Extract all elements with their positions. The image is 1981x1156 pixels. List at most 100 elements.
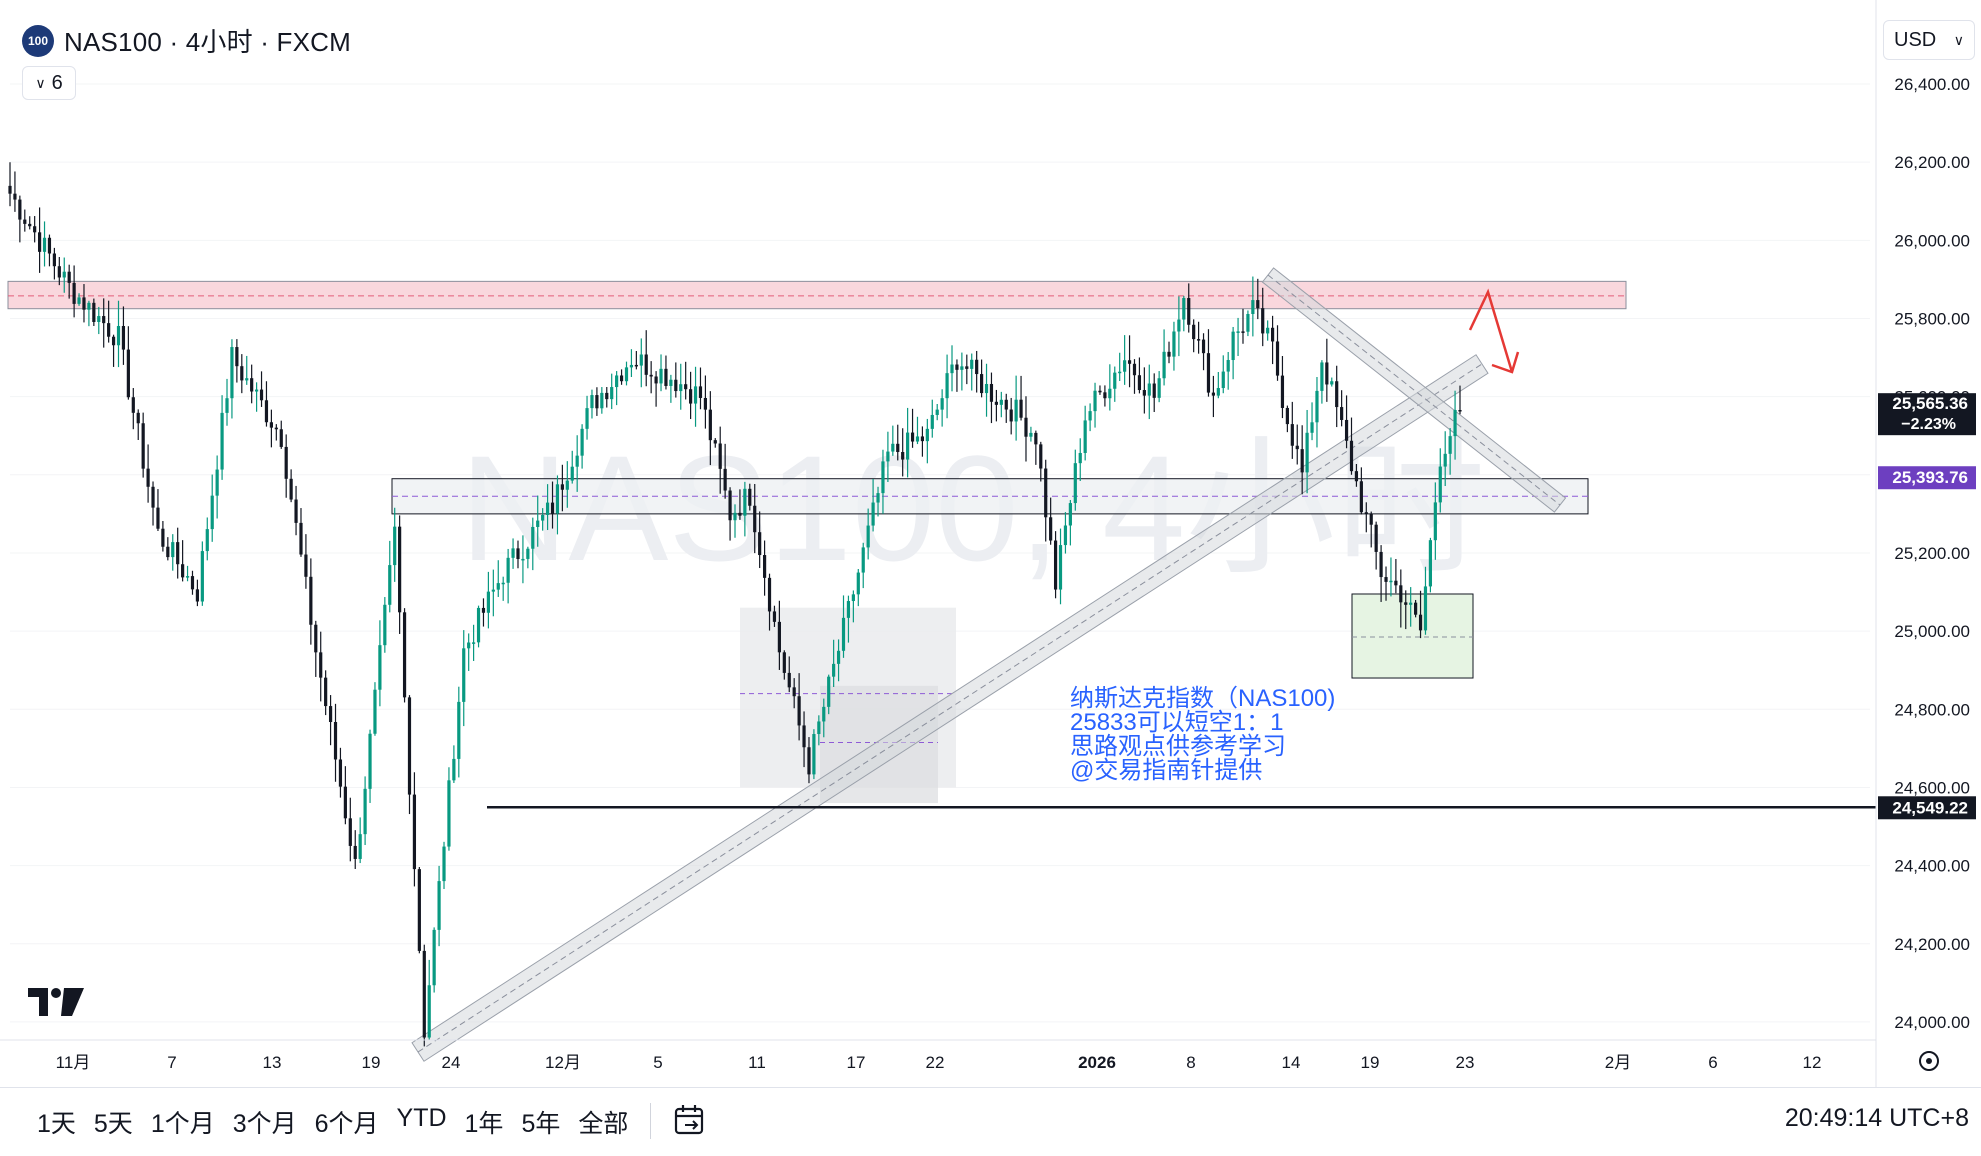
candle bbox=[1192, 319, 1196, 353]
candle bbox=[915, 416, 920, 445]
candle bbox=[1448, 428, 1452, 475]
candle bbox=[807, 737, 811, 784]
candle bbox=[141, 412, 145, 478]
candle bbox=[580, 424, 584, 469]
candle bbox=[575, 435, 579, 492]
candle bbox=[284, 434, 288, 498]
candle bbox=[1394, 558, 1398, 594]
candle bbox=[802, 711, 806, 768]
candle bbox=[1108, 364, 1112, 411]
range-1m[interactable]: 1个月 bbox=[150, 1110, 215, 1138]
indicator-count: 6 bbox=[51, 71, 63, 94]
candle bbox=[743, 481, 747, 537]
candle bbox=[417, 866, 421, 954]
currency-select[interactable]: USD ∨ bbox=[1883, 20, 1975, 60]
candle bbox=[787, 656, 791, 693]
price-tick: 26,000.00 bbox=[1894, 231, 1970, 250]
candle bbox=[1280, 356, 1285, 419]
candle bbox=[1369, 511, 1373, 548]
candle bbox=[215, 455, 219, 519]
candle bbox=[472, 624, 476, 661]
candle bbox=[772, 605, 777, 627]
candle bbox=[87, 300, 91, 327]
candle bbox=[1344, 395, 1349, 449]
candle bbox=[1221, 355, 1225, 394]
candle bbox=[348, 797, 352, 862]
candle bbox=[166, 537, 170, 561]
price-chart[interactable]: NAS100, 4小时 纳斯达克指数（NAS100)25833可以短空1：1思路… bbox=[0, 0, 1981, 1087]
candle bbox=[970, 353, 974, 391]
clock-timezone[interactable]: 20:49:14 UTC+8 bbox=[1784, 1104, 1969, 1132]
time-tick: 13 bbox=[263, 1053, 282, 1072]
candle bbox=[1241, 308, 1245, 344]
candle bbox=[713, 438, 717, 448]
range-5d[interactable]: 5天 bbox=[93, 1110, 133, 1138]
settings-gear-icon[interactable] bbox=[1919, 1051, 1939, 1071]
candle bbox=[1236, 317, 1240, 356]
range-1d[interactable]: 1天 bbox=[37, 1110, 76, 1138]
candle bbox=[181, 540, 185, 582]
candle bbox=[1364, 502, 1368, 533]
candle bbox=[254, 382, 259, 412]
candle bbox=[1340, 390, 1344, 427]
candle bbox=[856, 569, 860, 607]
candle bbox=[1216, 371, 1220, 399]
candle bbox=[1147, 364, 1151, 420]
candle bbox=[447, 767, 451, 851]
candle bbox=[1123, 335, 1127, 385]
price-tick: 24,400.00 bbox=[1894, 857, 1970, 876]
range-1y[interactable]: 1年 bbox=[464, 1110, 504, 1138]
symbol-title[interactable]: NAS100 · 4小时 · FXCM bbox=[64, 27, 351, 57]
annotation-line: 25833可以短空1：1 bbox=[1070, 709, 1283, 736]
time-tick: 2026 bbox=[1078, 1053, 1116, 1072]
symbol-header[interactable]: 100 NAS100 · 4小时 · FXCM bbox=[22, 22, 351, 59]
annotation-line: @交易指南针提供 bbox=[1070, 757, 1262, 784]
candle bbox=[1374, 521, 1378, 570]
time-tick: 2月 bbox=[1605, 1053, 1631, 1072]
candle bbox=[18, 195, 22, 243]
candle bbox=[457, 686, 461, 778]
price-tick: 26,200.00 bbox=[1894, 153, 1970, 172]
candle bbox=[92, 298, 96, 326]
range-3m[interactable]: 3个月 bbox=[232, 1110, 297, 1138]
time-tick: 5 bbox=[653, 1053, 662, 1072]
candle bbox=[1354, 463, 1359, 487]
candle bbox=[23, 209, 27, 232]
candle bbox=[881, 449, 885, 514]
candle bbox=[762, 540, 767, 596]
candle bbox=[432, 927, 436, 993]
candle bbox=[920, 426, 925, 457]
candle bbox=[235, 339, 239, 383]
candle bbox=[822, 698, 826, 738]
time-tick: 8 bbox=[1186, 1053, 1195, 1072]
candle bbox=[97, 306, 101, 335]
candle bbox=[1310, 402, 1314, 441]
date-range-selector: 1天 5天 1个月 3个月 6个月 YTD 1年 5年 全部 bbox=[28, 1100, 637, 1144]
candle bbox=[343, 766, 347, 825]
candle bbox=[797, 673, 801, 741]
candle bbox=[1152, 373, 1156, 413]
candle bbox=[102, 298, 106, 348]
candle bbox=[600, 387, 604, 414]
tradingview-logo-icon bbox=[28, 986, 84, 1023]
candle bbox=[1275, 325, 1280, 381]
candle bbox=[684, 361, 688, 400]
indicator-collapse-button[interactable]: ∨ 6 bbox=[22, 66, 76, 100]
candle bbox=[62, 257, 66, 293]
range-5y[interactable]: 5年 bbox=[521, 1110, 561, 1138]
range-ytd[interactable]: YTD bbox=[396, 1104, 447, 1132]
calendar-goto-icon[interactable] bbox=[670, 1100, 710, 1140]
candle bbox=[595, 387, 599, 416]
candle bbox=[669, 374, 673, 403]
candle bbox=[210, 474, 214, 542]
candle bbox=[930, 399, 934, 438]
candle bbox=[1014, 375, 1018, 441]
time-tick: 7 bbox=[167, 1053, 176, 1072]
candle bbox=[975, 350, 979, 393]
candle bbox=[812, 729, 816, 780]
range-all[interactable]: 全部 bbox=[578, 1110, 629, 1138]
candle bbox=[1078, 438, 1082, 481]
range-6m[interactable]: 6个月 bbox=[314, 1110, 379, 1138]
candle bbox=[1246, 310, 1250, 337]
time-tick: 12 bbox=[1803, 1053, 1822, 1072]
